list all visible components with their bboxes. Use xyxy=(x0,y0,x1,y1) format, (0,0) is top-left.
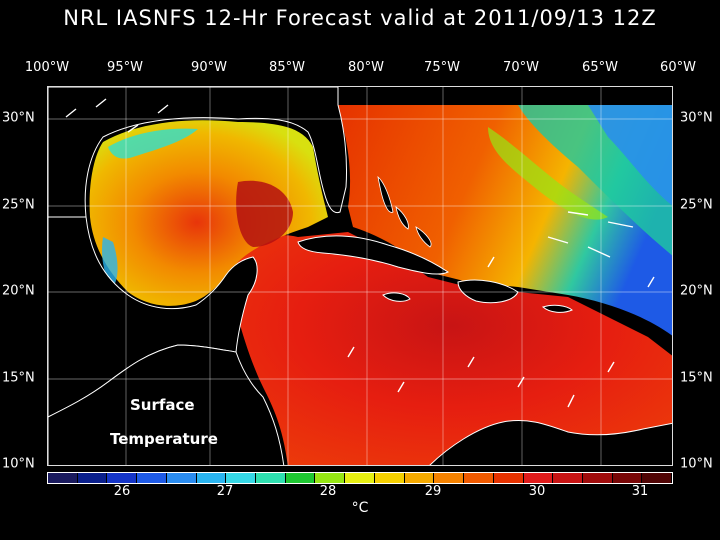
colorbar-tick: 30 xyxy=(528,484,546,499)
colorbar-swatch-8 xyxy=(285,473,316,483)
lon-label: 90°W xyxy=(191,60,227,75)
lon-label: 75°W xyxy=(424,60,460,75)
colorbar-tick: 31 xyxy=(631,484,649,499)
colorbar-tick: 27 xyxy=(216,484,234,499)
lon-label: 100°W xyxy=(24,60,70,75)
central-america-landmass xyxy=(48,344,285,465)
colorbar-swatch-15 xyxy=(493,473,524,483)
colorbar-swatch-20 xyxy=(642,473,673,483)
lat-label-left: 10°N xyxy=(2,456,35,472)
gulf-shelf-cool xyxy=(108,128,198,159)
colorbar-swatch-3 xyxy=(137,473,167,483)
colorbar-swatch-12 xyxy=(404,473,435,483)
colorbar-swatch-9 xyxy=(315,473,346,483)
gulf-western-shelf xyxy=(102,237,118,287)
south-america-landmass xyxy=(429,419,672,465)
longitude-axis-labels: 100°W 95°W 90°W 85°W 80°W 75°W 70°W 65°W… xyxy=(0,60,720,80)
wind-vectors xyxy=(65,98,655,408)
colorbar-swatch-0 xyxy=(48,473,78,483)
lat-label-right: 15°N xyxy=(680,370,713,386)
colorbar-swatch-13 xyxy=(434,473,465,483)
colorbar-swatch-1 xyxy=(77,473,108,483)
lon-label: 80°W xyxy=(348,60,384,75)
puerto-rico-island xyxy=(541,304,573,313)
colorbar-swatch-19 xyxy=(612,473,643,483)
cuba-island xyxy=(297,235,449,275)
lon-label: 70°W xyxy=(503,60,539,75)
lat-label-right: 10°N xyxy=(680,456,713,472)
jamaica-island xyxy=(382,292,411,302)
lat-label-right: 25°N xyxy=(680,197,713,213)
caribbean-sea xyxy=(229,232,672,465)
gulf-of-mexico xyxy=(89,120,328,306)
colorbar-tick: 29 xyxy=(424,484,442,499)
hispaniola-island xyxy=(457,279,519,304)
colorbar-swatch-5 xyxy=(196,473,227,483)
colorbar-tick-labels: 26 27 28 29 30 31 xyxy=(0,484,720,502)
lat-label-right: 20°N xyxy=(680,283,713,299)
colorbar-swatch-10 xyxy=(345,473,375,483)
lat-label-left: 30°N xyxy=(2,110,35,126)
colorbar-swatch-11 xyxy=(374,473,405,483)
lat-label-left: 15°N xyxy=(2,370,35,386)
colorbar-unit: °C xyxy=(351,500,369,516)
forecast-title: NRL IASNFS 12-Hr Forecast valid at 2011/… xyxy=(63,6,657,30)
lat-label-left: 25°N xyxy=(2,197,35,213)
colorbar-tick: 26 xyxy=(113,484,131,499)
lat-label-right: 30°N xyxy=(680,110,713,126)
temperature-colorbar xyxy=(47,472,673,484)
colorbar-swatch-17 xyxy=(553,473,583,483)
lon-label: 60°W xyxy=(660,60,696,75)
temperature-map[interactable]: Surface Temperature xyxy=(47,86,673,466)
colorbar-swatch-6 xyxy=(226,473,257,483)
overlay-label-surface: Surface xyxy=(130,396,195,414)
colorbar-swatch-2 xyxy=(107,473,138,483)
atlantic-north-cold xyxy=(588,105,672,206)
colorbar-swatch-7 xyxy=(256,473,286,483)
map-graticule xyxy=(48,87,672,465)
temperature-map-svg: Surface Temperature xyxy=(48,87,672,465)
colorbar-swatch-4 xyxy=(166,473,197,483)
loop-current xyxy=(236,180,293,247)
lon-label: 95°W xyxy=(107,60,143,75)
lon-label: 85°W xyxy=(269,60,305,75)
colorbar-swatch-14 xyxy=(464,473,494,483)
colorbar-swatch-18 xyxy=(582,473,613,483)
bahamas-islands xyxy=(377,175,432,248)
colorbar-tick: 28 xyxy=(319,484,337,499)
atlantic-green-band xyxy=(488,127,608,220)
lon-label: 65°W xyxy=(582,60,618,75)
north-america-landmass xyxy=(48,87,348,218)
lat-label-left: 20°N xyxy=(2,283,35,299)
colorbar-swatch-16 xyxy=(523,473,554,483)
overlay-label-temperature: Temperature xyxy=(110,430,218,448)
